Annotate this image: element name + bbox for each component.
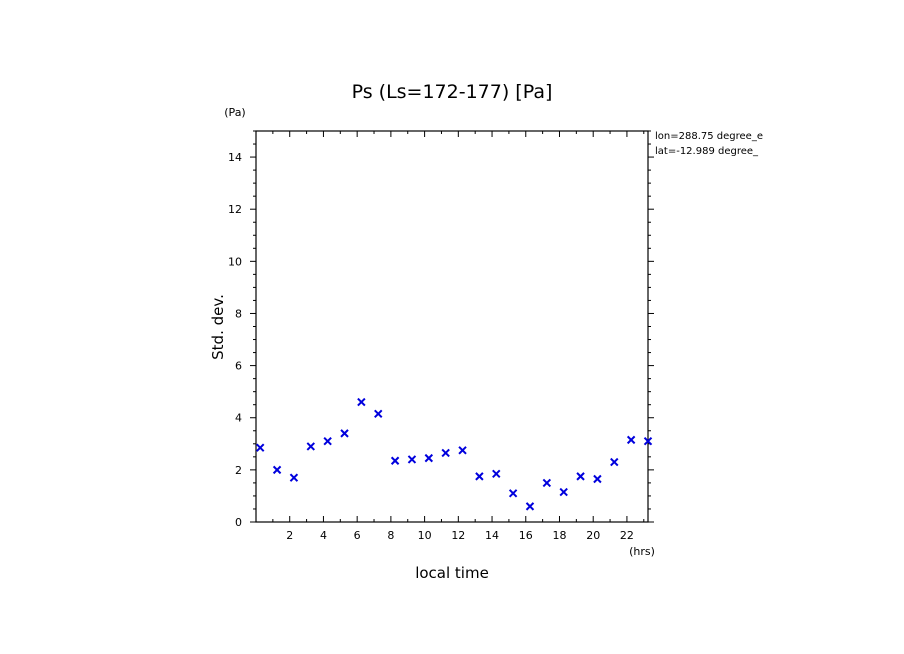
data-point	[508, 489, 518, 498]
data-point	[289, 473, 299, 482]
y-tick-label: 8	[235, 307, 242, 320]
x-tick-label: 2	[286, 529, 293, 542]
y-tick-label: 6	[235, 360, 242, 373]
x-unit-label: (hrs)	[629, 545, 655, 558]
data-point	[407, 455, 417, 464]
data-point	[424, 453, 434, 463]
x-tick-label: 10	[418, 529, 432, 542]
y-tick-label: 2	[235, 464, 242, 477]
x-tick-label: 18	[552, 529, 566, 542]
y-tick-label: 10	[228, 255, 242, 268]
y-tick-label: 12	[228, 203, 242, 216]
data-point	[525, 502, 535, 511]
y-tick-label: 14	[228, 151, 242, 164]
data-points	[256, 397, 653, 511]
y-axis-title: Std. dev.	[209, 294, 227, 360]
data-point	[610, 457, 619, 467]
data-point	[272, 465, 282, 475]
y-tick-label: 0	[235, 516, 242, 529]
data-point	[593, 474, 602, 484]
x-tick-label: 14	[485, 529, 499, 542]
data-point	[643, 436, 653, 446]
data-point	[576, 472, 585, 481]
data-point	[340, 429, 349, 438]
data-point	[475, 472, 484, 481]
data-point	[542, 478, 552, 488]
data-point	[441, 448, 450, 458]
x-axis: 2 4 6 8 10 12 14 16 18 20 22	[272, 131, 645, 542]
data-point	[357, 397, 366, 407]
data-point	[390, 456, 400, 465]
x-tick-label: 16	[519, 529, 533, 542]
data-point	[492, 469, 501, 478]
plot-frame	[255, 130, 649, 523]
data-point	[256, 443, 265, 452]
annotation-lon: lon=288.75 degree_e	[655, 131, 763, 142]
y-unit-label: (Pa)	[224, 106, 245, 119]
data-point	[374, 409, 383, 419]
x-tick-label: 12	[451, 529, 465, 542]
data-point	[323, 436, 332, 446]
y-tick-label: 4	[235, 412, 242, 425]
x-tick-label: 20	[586, 529, 600, 542]
y-axis: 0 2 4 6 8 10 12 14	[228, 130, 654, 529]
data-point	[306, 442, 316, 451]
data-point	[559, 487, 568, 497]
x-tick-label: 22	[620, 529, 634, 542]
chart-title: Ps (Ls=172-177) [Pa]	[352, 81, 553, 103]
x-axis-title: local time	[415, 564, 489, 582]
x-tick-label: 4	[320, 529, 327, 542]
x-tick-label: 6	[354, 529, 361, 542]
data-point	[458, 446, 467, 455]
annotation-lat: lat=-12.989 degree_	[655, 146, 759, 157]
x-tick-label: 8	[387, 529, 394, 542]
data-point	[626, 435, 636, 445]
